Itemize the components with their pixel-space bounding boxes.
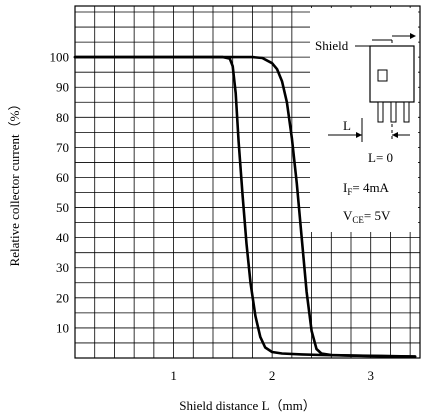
x-axis-label: Shield distance L（mm） xyxy=(179,398,315,413)
y-tick-label: 10 xyxy=(56,320,69,335)
y-axis-label: Relative collector current（%） xyxy=(7,98,22,267)
y-tick-label: 20 xyxy=(56,290,69,305)
device-window xyxy=(377,69,388,82)
inset-background xyxy=(310,8,418,232)
curve-2 xyxy=(73,55,417,358)
l-arrow-right xyxy=(356,132,362,138)
y-tick-label: 90 xyxy=(56,80,69,95)
plot-frame xyxy=(74,5,421,359)
y-tick-label: 40 xyxy=(56,230,69,245)
if-condition: IF= 4mA xyxy=(343,180,390,197)
x-tick-labels: 1 2 3 xyxy=(170,368,374,383)
data-curves xyxy=(73,55,417,358)
y-tick-labels: 10 20 30 40 50 60 70 80 90 100 xyxy=(50,50,70,336)
l-zero-label: L= 0 xyxy=(368,150,393,165)
y-tick-label: 70 xyxy=(56,140,69,155)
device-pin-1 xyxy=(377,101,384,123)
curve-1 xyxy=(73,55,417,358)
x-tick-label: 2 xyxy=(269,368,276,383)
l-arrow-left xyxy=(392,132,398,138)
x-tick-label: 1 xyxy=(170,368,177,383)
photo-device-body xyxy=(369,45,415,103)
shield-label: Shield xyxy=(315,38,349,53)
x-tick-label: 3 xyxy=(367,368,374,383)
y-tick-label: 60 xyxy=(56,170,69,185)
y-tick-label: 30 xyxy=(56,260,69,275)
y-tick-label: 50 xyxy=(56,200,69,215)
vce-condition: VCE= 5V xyxy=(343,208,391,225)
y-tick-label: 100 xyxy=(50,50,70,65)
device-pin-2 xyxy=(390,101,397,123)
y-tick-label: 80 xyxy=(56,110,69,125)
shield-arrow-head xyxy=(410,33,416,39)
inset-diagram: Shield L L= 0 IF= 4mA VCE= 5V xyxy=(310,8,418,232)
l-label: L xyxy=(343,118,351,133)
device-pin-3 xyxy=(403,101,410,123)
